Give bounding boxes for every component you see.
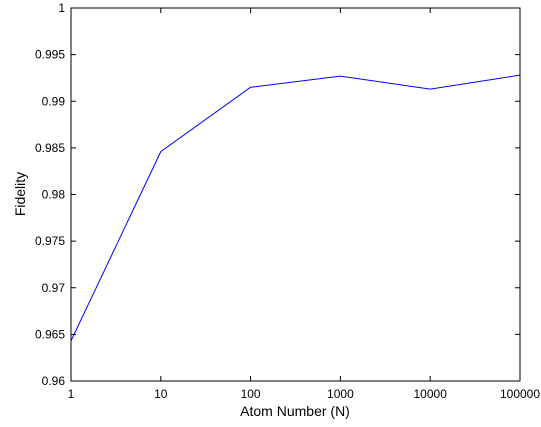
plot-area <box>71 8 520 381</box>
y-tick-label: 0.97 <box>42 281 66 295</box>
y-tick-label: 0.99 <box>42 94 66 108</box>
y-axis-label: Fidelity <box>12 172 28 216</box>
x-tick-label: 1 <box>68 387 75 401</box>
x-tick-label: 100 <box>241 387 261 401</box>
x-axis-label: Atom Number (N) <box>240 403 350 419</box>
y-tick-label: 0.965 <box>35 327 65 341</box>
y-tick-label: 0.96 <box>42 374 66 388</box>
plot-frame <box>70 7 521 382</box>
y-tick-label: 1 <box>58 1 65 15</box>
y-tick-label: 0.975 <box>35 234 65 248</box>
series-line <box>70 74 521 342</box>
x-tick-label: 1000 <box>327 387 354 401</box>
tick-labels: 1 10 100 1000 10000 100000 0.96 0.965 0.97 0.975 0… <box>35 1 540 401</box>
y-tick-label: 0.985 <box>35 141 65 155</box>
y-tick-label: 0.98 <box>42 188 66 202</box>
y-tick-label: 0.995 <box>35 48 65 62</box>
x-tick-label: 10 <box>154 387 168 401</box>
series-group <box>70 74 521 342</box>
x-tick-label: 10000 <box>414 387 448 401</box>
x-tick-label: 100000 <box>500 387 540 401</box>
